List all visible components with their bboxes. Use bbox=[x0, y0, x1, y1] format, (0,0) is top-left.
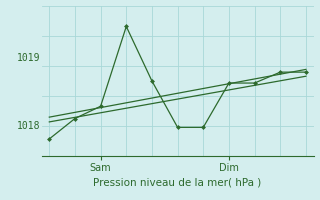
X-axis label: Pression niveau de la mer( hPa ): Pression niveau de la mer( hPa ) bbox=[93, 177, 262, 187]
